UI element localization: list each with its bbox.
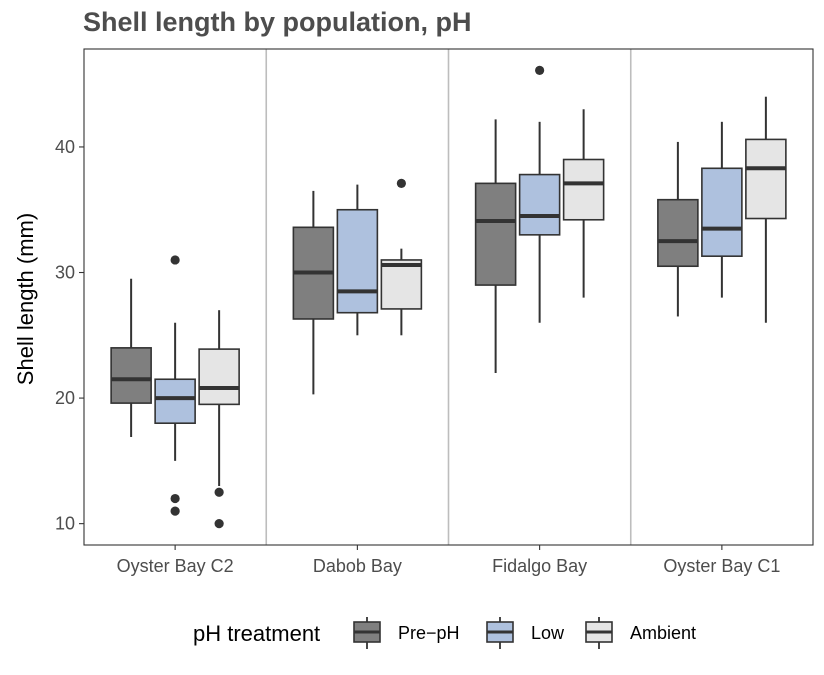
boxplot-1-0 <box>292 190 335 395</box>
box-iqr <box>380 259 423 310</box>
boxplot-3-2 <box>745 96 787 323</box>
box-iqr <box>562 158 605 221</box>
outlier-point <box>170 255 180 265</box>
box-iqr <box>154 378 196 424</box>
y-axis: 10 20 30 40 <box>55 137 84 534</box>
x-axis: Oyster Bay C2 Dabob Bay Fidalgo Bay Oyster … <box>117 545 780 576</box>
legend-item: Ambient <box>585 617 696 649</box>
box-iqr <box>518 173 561 236</box>
panel-border <box>83 48 814 546</box>
outlier-point <box>214 519 224 529</box>
boxplot-1-1 <box>336 184 379 336</box>
boxplot-0-1 <box>154 255 196 516</box>
box-iqr <box>198 348 240 406</box>
y-tick-label: 20 <box>55 388 75 408</box>
x-tick-label: Fidalgo Bay <box>492 556 587 576</box>
boxplot-2-1 <box>518 65 561 323</box>
outlier-point <box>170 506 180 516</box>
y-tick-label: 30 <box>55 263 75 283</box>
legend-title: pH treatment <box>193 621 320 646</box>
y-tick-label: 40 <box>55 137 75 157</box>
legend-label: Low <box>531 623 565 643</box>
legend-item: Low <box>486 617 565 649</box>
legend-label: Pre−pH <box>398 623 460 643</box>
boxplot-1-2 <box>380 178 423 336</box>
x-tick-label: Oyster Bay C1 <box>663 556 780 576</box>
box-iqr <box>474 182 517 286</box>
box-iqr <box>701 167 743 257</box>
boxplot-layer <box>110 65 787 529</box>
legend-label: Ambient <box>630 623 696 643</box>
boxplot-3-1 <box>701 121 743 298</box>
box-iqr <box>336 208 379 314</box>
x-tick-label: Oyster Bay C2 <box>117 556 234 576</box>
y-axis-title: Shell length (mm) <box>13 213 38 385</box>
outlier-point <box>170 493 180 504</box>
outlier-point <box>214 487 224 497</box>
outlier-point <box>396 178 406 188</box>
boxplot-0-2 <box>198 310 240 529</box>
box-iqr <box>110 347 152 404</box>
y-tick-label: 10 <box>55 514 75 534</box>
legend-item: Pre−pH <box>353 617 460 649</box>
outlier-point <box>535 65 545 75</box>
legend: pH treatment Pre−pH Low Ambient <box>193 617 696 649</box>
boxplot-3-0 <box>657 141 699 317</box>
box-iqr <box>657 198 699 268</box>
boxplot-0-0 <box>110 278 152 438</box>
facet-separators <box>265 49 632 545</box>
boxplot-2-0 <box>474 119 517 373</box>
x-tick-label: Dabob Bay <box>313 556 402 576</box>
chart-title: Shell length by population, pH <box>83 7 472 37</box>
boxplot-2-2 <box>562 109 605 298</box>
box-iqr <box>745 138 787 220</box>
